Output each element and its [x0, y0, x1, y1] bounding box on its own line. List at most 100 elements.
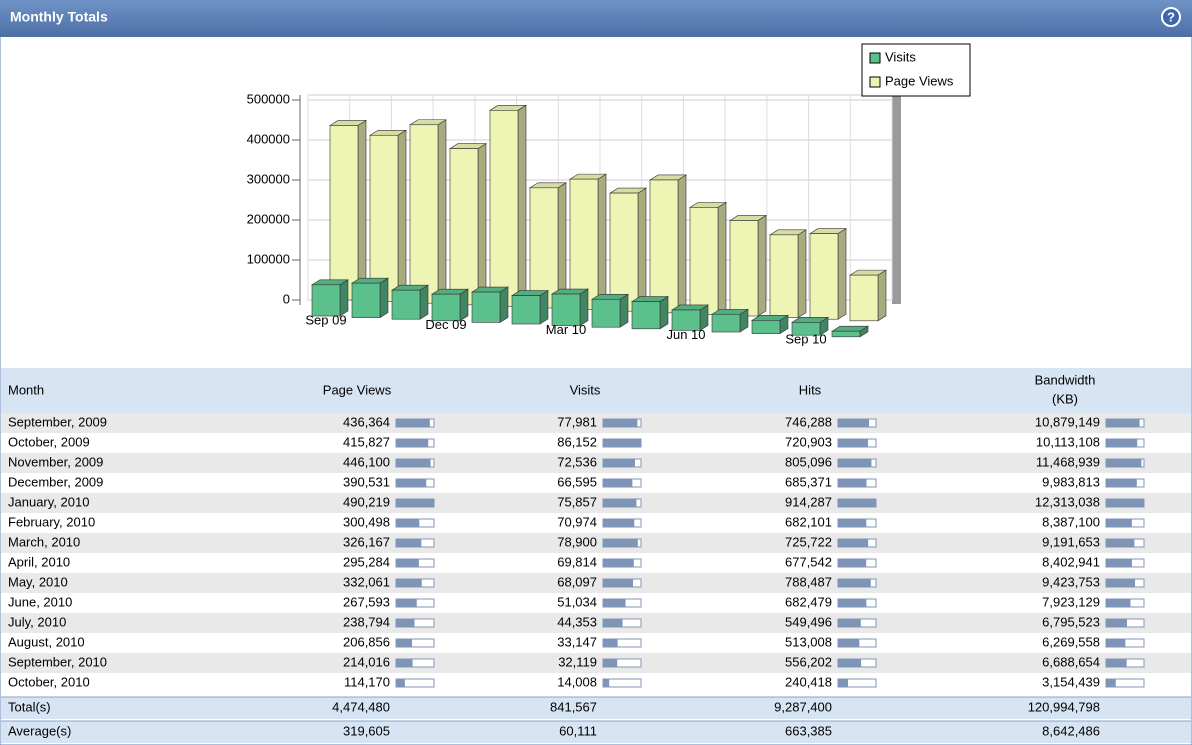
bar-side [877, 269, 887, 322]
summary-cell: 9,287,400 [774, 699, 832, 714]
month-cell: March, 2010 [8, 534, 80, 549]
mini-bar [603, 579, 634, 587]
month-cell: September, 2009 [8, 414, 107, 429]
row-bg [1, 413, 1191, 433]
mini-bar [396, 539, 422, 547]
chart: 0 100000 200000 300000 400000 500000 Sep 09 Dec… [247, 43, 971, 347]
mini-bar [1106, 539, 1135, 547]
mini-bar [838, 639, 860, 647]
value-cell: 77,981 [557, 414, 597, 429]
bar-side [459, 288, 469, 322]
bar-side [539, 290, 549, 325]
bar [431, 293, 461, 322]
mini-bar [1106, 559, 1132, 567]
mini-bar [603, 659, 618, 667]
row-bg [1, 433, 1191, 453]
legend-swatch [869, 76, 881, 88]
bar [711, 313, 741, 333]
summary-cell: 60,111 [559, 723, 597, 738]
legend-swatch [869, 52, 881, 64]
bar-side [677, 174, 687, 314]
mini-bar [396, 599, 417, 607]
value-cell: 300,498 [343, 514, 390, 529]
value-cell: 12,313,038 [1035, 494, 1100, 509]
x-tick-label: Dec 09 [425, 317, 466, 332]
summary-cell: 841,567 [550, 699, 597, 714]
column-header: Bandwidth [1035, 372, 1096, 387]
column-header: Visits [570, 382, 601, 397]
bar [409, 124, 439, 304]
bar [471, 291, 501, 323]
mini-bar [603, 459, 635, 467]
bar-side [357, 119, 367, 301]
summary-bg [1, 697, 1191, 719]
row-bg [1, 633, 1191, 653]
mini-bar [603, 519, 635, 527]
summary-cell: 8,642,486 [1042, 723, 1100, 738]
row-bg [1, 573, 1191, 593]
bar-side [477, 143, 487, 306]
bar-side [597, 173, 607, 311]
value-cell: 75,857 [557, 494, 597, 509]
value-cell: 10,113,108 [1036, 434, 1100, 449]
mini-bar [838, 439, 868, 447]
y-tick-label: 0 [283, 291, 290, 306]
row-bg [1, 613, 1191, 633]
bar-side [659, 296, 669, 330]
bar-side [339, 279, 349, 317]
bar [769, 234, 799, 318]
value-cell: 6,269,558 [1042, 634, 1100, 649]
value-cell: 746,288 [785, 414, 832, 429]
value-cell: 44,353 [557, 614, 597, 629]
mini-bar [1106, 599, 1131, 607]
row-bg [1, 513, 1191, 533]
value-cell: 11,468,939 [1036, 454, 1100, 469]
bar [729, 220, 759, 317]
mini-bar [1106, 679, 1116, 687]
mini-bar [396, 639, 413, 647]
bar [631, 301, 661, 330]
column-header: (KB) [1052, 391, 1078, 406]
bar-side [397, 129, 407, 303]
bar [809, 233, 839, 320]
value-cell: 32,119 [558, 654, 597, 669]
mini-bar [396, 679, 405, 687]
bar [609, 192, 639, 312]
mini-bar [603, 419, 638, 427]
mini-bar [396, 459, 431, 467]
bar [551, 293, 581, 326]
bar [369, 134, 399, 302]
mini-bar [1106, 419, 1140, 427]
mini-bar [1106, 479, 1137, 487]
mini-bar [396, 519, 420, 527]
bar [351, 282, 381, 318]
summary-cell: 319,605 [343, 723, 390, 738]
bar-side [757, 214, 767, 317]
legend-label: Visits [885, 49, 916, 64]
bar-side [717, 201, 727, 315]
bar [751, 320, 781, 334]
mini-bar [1106, 619, 1127, 627]
row-bg [1, 533, 1191, 553]
value-cell: 8,387,100 [1042, 514, 1100, 529]
x-tick-label: Mar 10 [546, 322, 586, 337]
bar [391, 289, 421, 320]
column-header: Month [8, 382, 44, 397]
y-tick-label: 100000 [247, 251, 290, 266]
month-cell: October, 2009 [8, 434, 90, 449]
bar [489, 110, 519, 307]
mini-bar [838, 679, 848, 687]
x-tick-label: Sep 09 [305, 312, 346, 327]
value-cell: 8,402,941 [1042, 554, 1100, 569]
value-cell: 677,542 [785, 554, 832, 569]
month-cell: August, 2010 [8, 634, 85, 649]
value-cell: 78,900 [557, 534, 597, 549]
bar [831, 330, 861, 338]
value-cell: 51,034 [557, 594, 597, 609]
help-icon[interactable]: ? [1161, 7, 1181, 27]
mini-bar [396, 499, 434, 507]
value-cell: 68,097 [557, 574, 597, 589]
value-cell: 446,100 [343, 454, 390, 469]
value-cell: 415,827 [343, 434, 390, 449]
bar-side [837, 228, 847, 320]
